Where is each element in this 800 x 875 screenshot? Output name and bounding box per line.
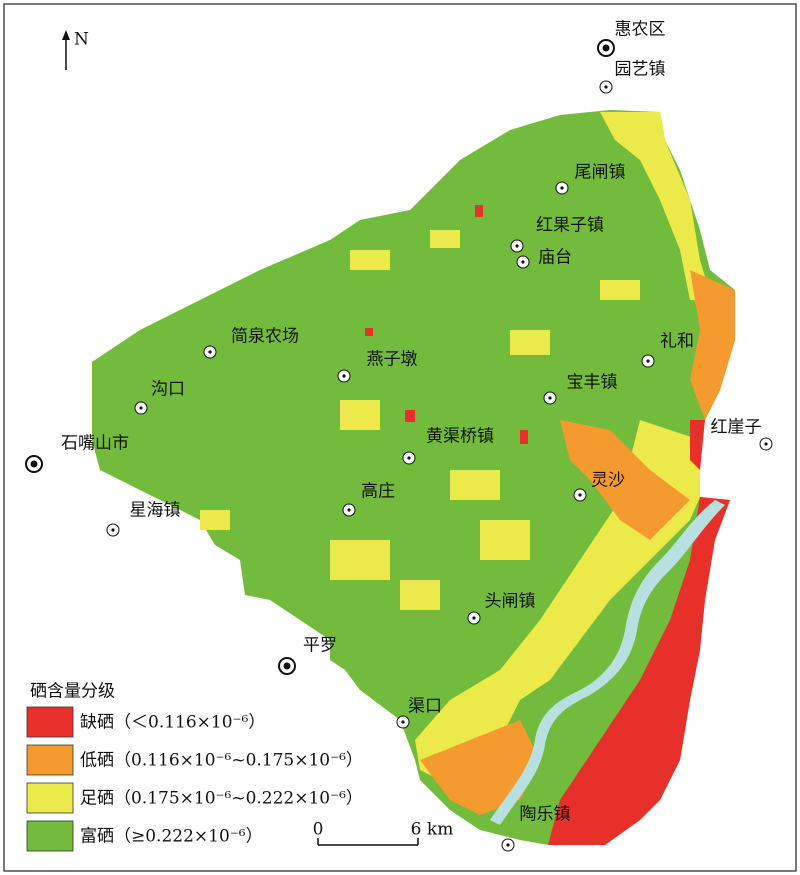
place-label: 宝丰镇 xyxy=(567,373,618,393)
scale-label: 0 xyxy=(313,820,324,840)
place-label: 星海镇 xyxy=(130,501,181,521)
place-dot xyxy=(604,85,608,89)
scale-label: 6 km xyxy=(411,820,454,840)
place-dot xyxy=(111,528,115,532)
place-dot xyxy=(521,260,525,264)
place-dot xyxy=(342,374,346,378)
place-label: 头闸镇 xyxy=(485,592,536,612)
place-dot xyxy=(401,720,405,724)
legend-label: 富硒（≥0.222×10⁻⁶） xyxy=(80,827,263,847)
place-dot xyxy=(283,662,291,670)
place-dot xyxy=(30,460,38,468)
place-dot xyxy=(472,616,476,620)
place-label: 园艺镇 xyxy=(615,60,666,80)
place-label: 红崖子 xyxy=(711,418,762,438)
legend-label: 低硒（0.116×10⁻⁶~0.175×10⁻⁶） xyxy=(80,751,363,771)
place-label: 惠农区 xyxy=(615,20,666,40)
place-dot xyxy=(646,359,650,363)
place-label: 沟口 xyxy=(151,380,185,400)
scale-bar xyxy=(317,838,419,846)
region xyxy=(92,110,735,845)
place-label: 灵沙 xyxy=(591,471,625,491)
north-label: N xyxy=(74,30,89,50)
place-dot xyxy=(548,396,552,400)
place-label: 平罗 xyxy=(303,636,337,656)
place-label: 庙台 xyxy=(538,248,572,268)
place-dot xyxy=(578,493,582,497)
place-dot xyxy=(506,843,510,847)
place-dot xyxy=(515,244,519,248)
place-dot xyxy=(208,350,212,354)
place-dot xyxy=(560,186,564,190)
place-dot xyxy=(139,406,143,410)
place-label: 燕子墩 xyxy=(367,350,418,370)
place-label: 尾闸镇 xyxy=(575,163,626,183)
place-label: 红果子镇 xyxy=(536,216,604,236)
place-label: 陶乐镇 xyxy=(520,805,571,825)
legend-label: 足硒（0.175×10⁻⁶~0.222×10⁻⁶） xyxy=(80,789,363,809)
place-dot xyxy=(347,508,351,512)
place-label: 高庄 xyxy=(361,482,395,502)
place-label: 石嘴山市 xyxy=(61,434,129,454)
place-dot xyxy=(407,456,411,460)
place-dot xyxy=(764,442,768,446)
north-arrow xyxy=(62,30,70,70)
legend-label: 缺硒（＜0.116×10⁻⁶） xyxy=(80,713,265,733)
place-dot xyxy=(602,44,610,52)
legend-swatch xyxy=(26,744,74,776)
legend-swatch xyxy=(26,820,74,852)
place-label: 简泉农场 xyxy=(231,327,299,347)
legend-swatch xyxy=(26,706,74,738)
place-label: 礼和 xyxy=(660,332,694,352)
place-label: 渠口 xyxy=(408,697,442,717)
place-label: 黄渠桥镇 xyxy=(426,427,494,447)
legend-title: 硒含量分级 xyxy=(30,682,115,702)
legend-swatch xyxy=(26,782,74,814)
